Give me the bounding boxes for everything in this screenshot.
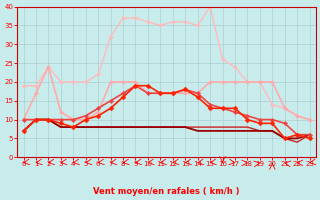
X-axis label: Vent moyen/en rafales ( km/h ): Vent moyen/en rafales ( km/h ) [93, 187, 240, 196]
